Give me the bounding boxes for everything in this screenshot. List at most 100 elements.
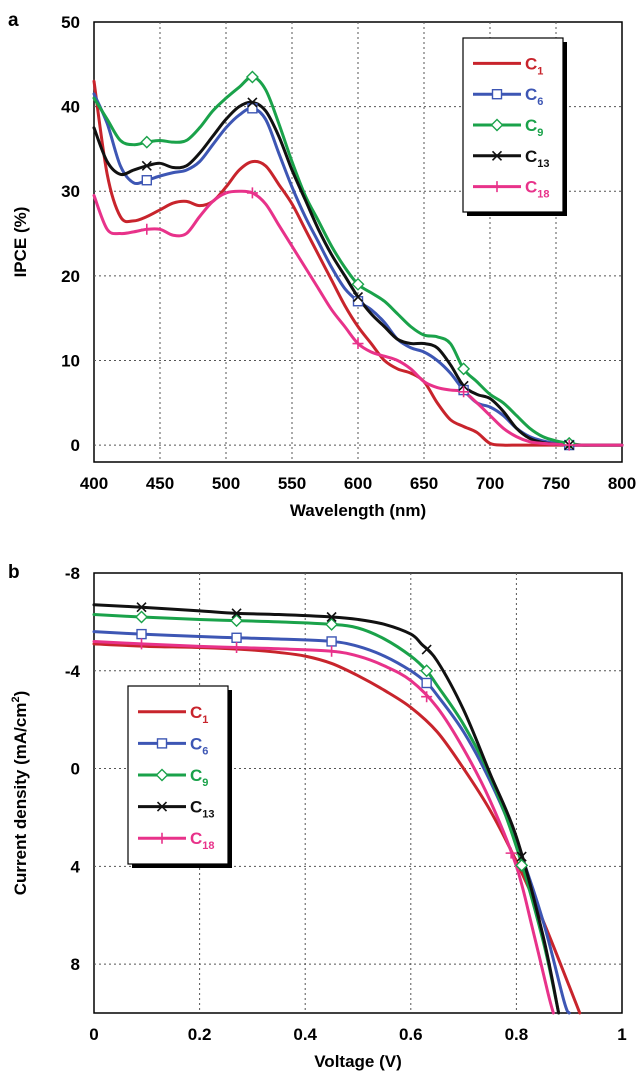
x-tick-label: 650: [410, 474, 438, 493]
marker-C18: [352, 338, 364, 350]
legend-label-subscript: 6: [537, 96, 543, 108]
x-tick-label: 1: [617, 1025, 626, 1044]
marker-C13: [352, 291, 364, 303]
legend-marker-C18: [491, 181, 503, 193]
legend-label-subscript: 13: [537, 158, 549, 170]
panel-b-chart: b 0 0.2 0.4 0.6 0.8 1 -8 -4 0 4 8 Voltage (V) Curr…: [8, 562, 627, 1071]
marker-C13: [458, 380, 469, 391]
marker-C6: [141, 175, 153, 186]
y-tick-label: 10: [61, 351, 80, 370]
legend-label-subscript: 13: [202, 809, 214, 821]
x-tick-label: 600: [344, 474, 372, 493]
x-tick-label: 800: [608, 474, 636, 493]
x-tick-label: 550: [278, 474, 306, 493]
series-line-C18: [92, 639, 555, 1015]
x-tick-label: 0.4: [293, 1025, 317, 1044]
y-axis-label-superscript: 2: [10, 696, 22, 702]
y-axis-label-end: ): [11, 691, 30, 697]
marker-C6: [231, 632, 242, 643]
legend-label-subscript: 18: [537, 189, 549, 201]
marker-C18: [458, 386, 470, 398]
marker-C9: [515, 858, 529, 872]
marker-C13: [136, 602, 147, 613]
marker-C18: [136, 638, 148, 650]
legend-marker-C13: [491, 150, 503, 161]
x-tick-label: 750: [542, 474, 570, 493]
legend-label-subscript: 9: [537, 127, 543, 139]
x-tick-label: 700: [476, 474, 504, 493]
marker-C9: [140, 135, 154, 149]
legend-label-subscript: 1: [202, 714, 208, 726]
legend-label-subscript: 18: [202, 840, 214, 852]
x-tick-label: 500: [212, 474, 240, 493]
legend-marker-C6: [156, 738, 168, 749]
y-tick-label: 8: [71, 955, 80, 974]
marker-C6: [326, 636, 337, 647]
y-tick-label: 20: [61, 267, 80, 286]
legend-marker-C6: [491, 88, 503, 100]
marker-C9: [245, 70, 259, 84]
marker-C9: [230, 614, 244, 628]
marker-C18: [141, 223, 153, 235]
marker-C13: [247, 97, 258, 108]
x-tick-label: 0.8: [505, 1025, 529, 1044]
y-axis-label-b: Current density (mA/cm2): [10, 691, 30, 896]
x-tick-label: 0: [89, 1025, 98, 1044]
x-tick-label: 400: [80, 474, 108, 493]
series-markers-b: [135, 602, 529, 872]
marker-C6: [136, 628, 147, 640]
legend-label-subscript: 1: [537, 65, 543, 77]
marker-C13: [516, 851, 527, 862]
y-tick-label: 30: [61, 182, 80, 201]
x-tick-label: 0.2: [188, 1025, 212, 1044]
marker-C13: [141, 160, 152, 171]
legend-marker-C13: [156, 801, 168, 812]
legend-marker-C9: [155, 768, 169, 782]
marker-C18: [326, 645, 338, 657]
y-tick-label: -8: [65, 564, 80, 583]
marker-C9: [351, 277, 365, 291]
y-axis-label-a: IPCE (%): [11, 207, 30, 278]
x-tick-label: 450: [146, 474, 174, 493]
legend-marker-C9: [490, 118, 504, 132]
marker-C18: [505, 847, 517, 859]
marker-C13: [231, 608, 242, 619]
tick-labels-b: 0 0.2 0.4 0.6 0.8 1 -8 -4 0 4 8: [65, 564, 627, 1044]
marker-C18: [421, 691, 433, 703]
marker-C9: [420, 664, 434, 678]
marker-C13: [326, 611, 337, 623]
series-line-C1: [92, 79, 624, 447]
x-tick-label: 0.6: [399, 1025, 423, 1044]
y-tick-label: 40: [61, 98, 80, 117]
marker-C18: [231, 642, 243, 654]
y-tick-label: 4: [71, 857, 81, 876]
tick-labels-a: 400 450 500 550 600 650 700 750 800 0 10 20 30 40 50: [61, 13, 636, 493]
y-tick-label: -4: [65, 662, 81, 681]
legend-label-subscript: 6: [202, 745, 208, 757]
marker-C18: [246, 187, 258, 199]
marker-C9: [135, 610, 149, 624]
y-tick-label: 0: [71, 760, 80, 779]
legend-marker-C18: [156, 832, 168, 844]
x-axis-label-b: Voltage (V): [314, 1052, 402, 1071]
panel-b-letter: b: [8, 562, 20, 583]
marker-C18: [563, 439, 575, 451]
series-line-C9: [92, 613, 561, 1015]
panel-a-chart: a 400 450 500 550 600 650 700 750 800 0 10 20 30 40 50…: [8, 10, 636, 520]
gridlines-b: [94, 573, 622, 1013]
plot-area-b: [93, 572, 623, 1014]
series-lines-b: [92, 603, 582, 1015]
series-line-C13: [92, 603, 561, 1015]
legend-label-subscript: 9: [202, 777, 208, 789]
panel-a-letter: a: [8, 10, 19, 31]
marker-C9: [325, 617, 339, 631]
series-markers-a: [140, 70, 576, 451]
marker-C6: [421, 677, 432, 689]
marker-C6: [247, 103, 258, 114]
marker-C9: [457, 362, 471, 376]
marker-C13: [421, 644, 432, 655]
y-tick-label: 50: [61, 13, 80, 32]
